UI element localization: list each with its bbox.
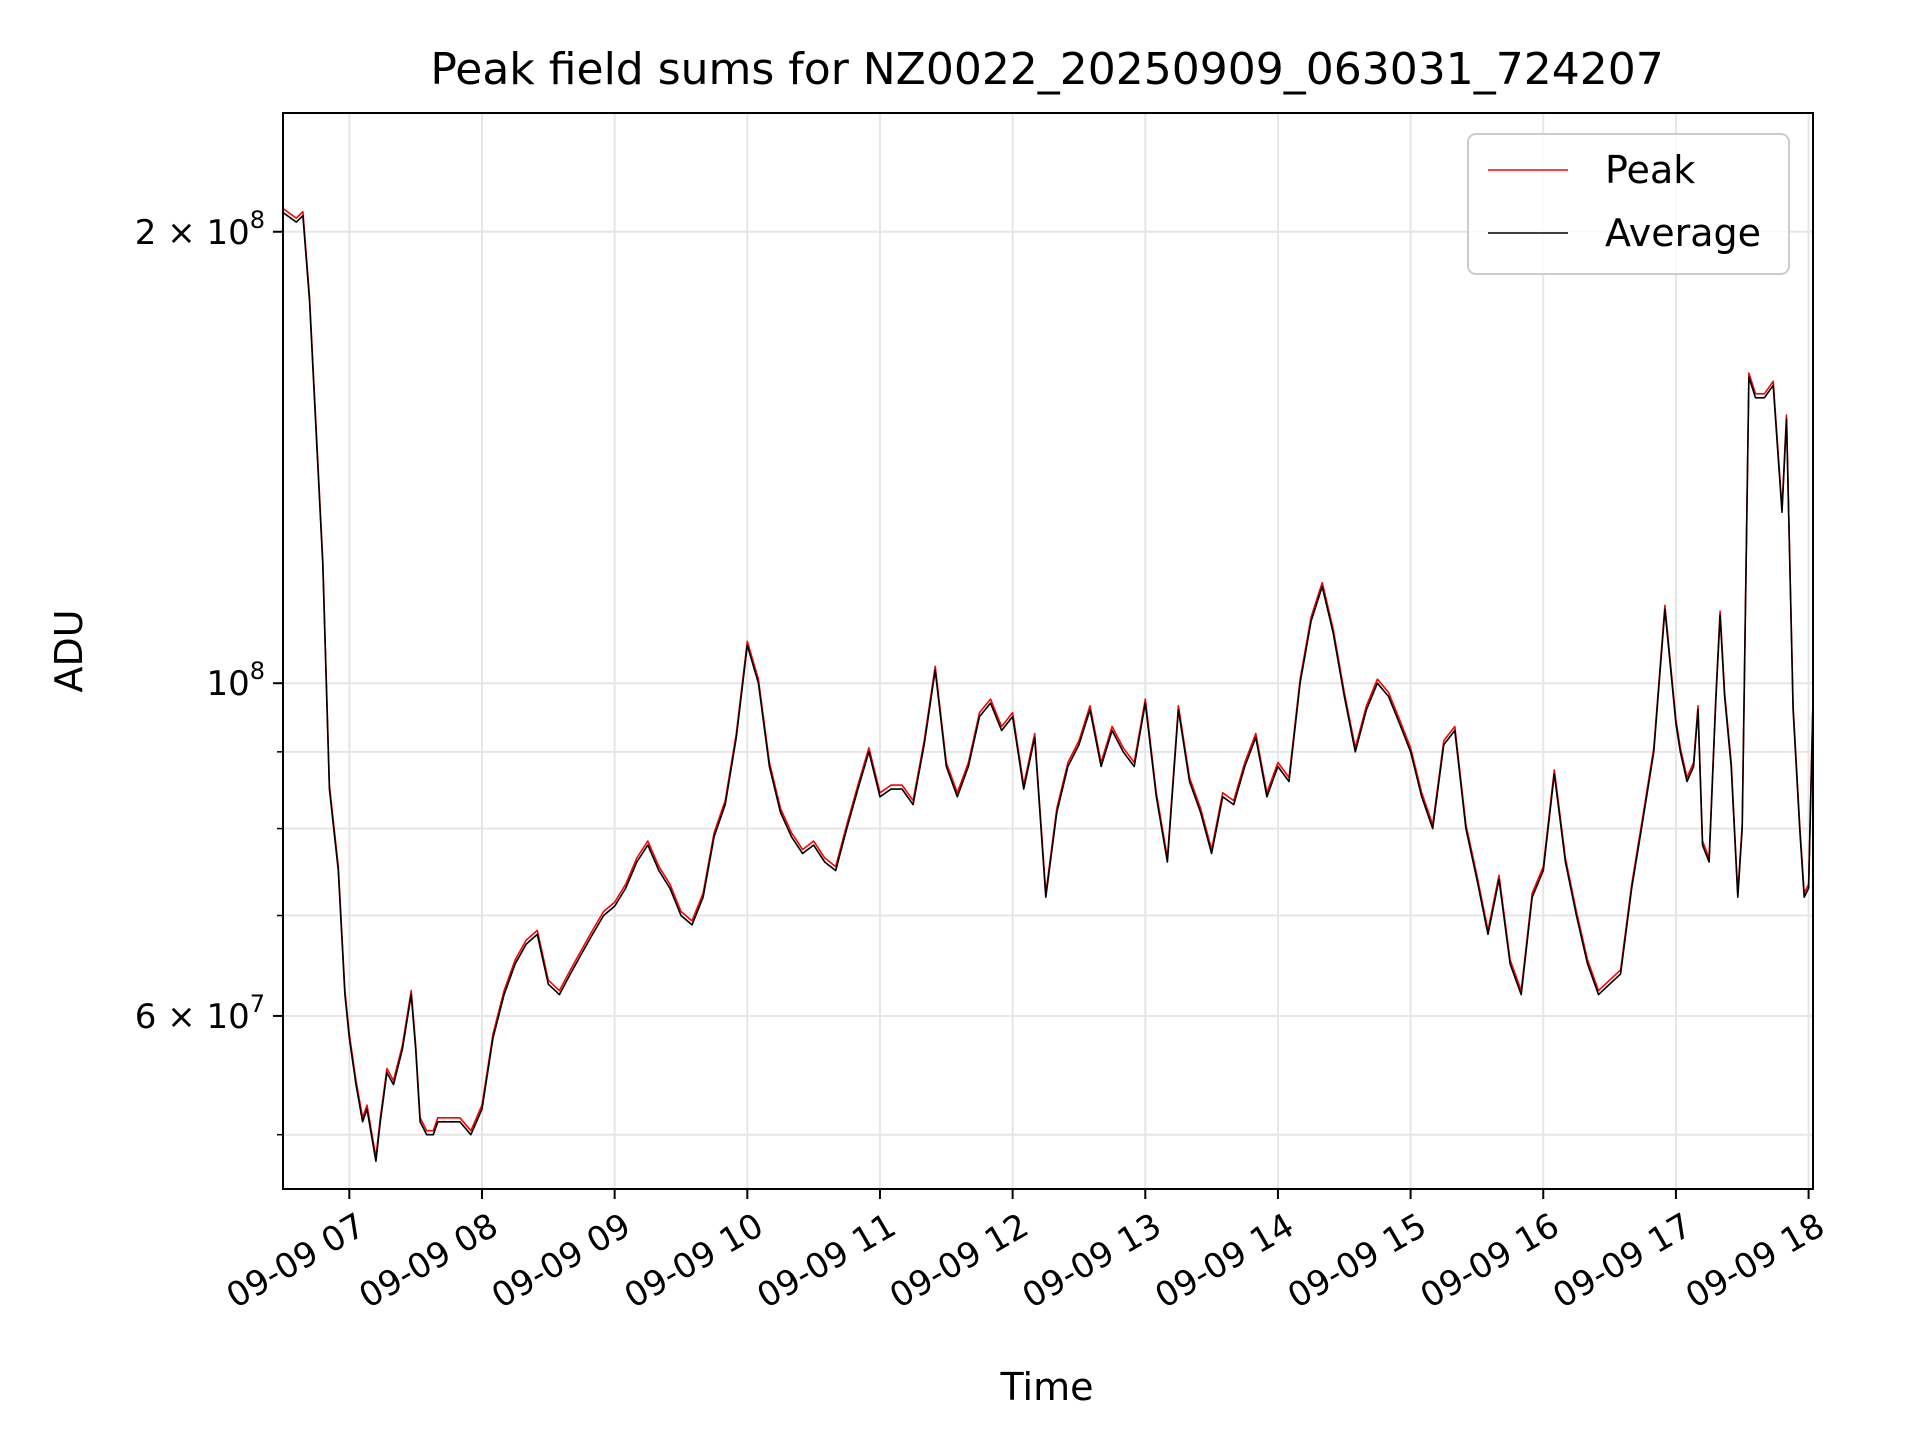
- y-tick-label: 2 × 108: [135, 206, 265, 253]
- average-series-line: [283, 211, 1813, 1163]
- legend-peak-label: Peak: [1605, 148, 1695, 192]
- legend-box: [1467, 133, 1790, 275]
- y-axis: 6 × 107 108 2 × 108: [135, 206, 283, 1136]
- series-lines: [283, 207, 1813, 1163]
- y-tick-label: 108: [206, 657, 265, 704]
- chart-title: Peak field sums for NZ0022_20250909_0630…: [430, 44, 1663, 95]
- x-axis-label: Time: [1000, 1365, 1094, 1409]
- y-axis-label: ADU: [47, 609, 91, 692]
- y-tick-label: 6 × 107: [135, 990, 265, 1037]
- plot-area-frame: [282, 112, 1814, 1190]
- legend-average-label: Average: [1605, 211, 1761, 255]
- legend: Peak Average: [1467, 133, 1790, 275]
